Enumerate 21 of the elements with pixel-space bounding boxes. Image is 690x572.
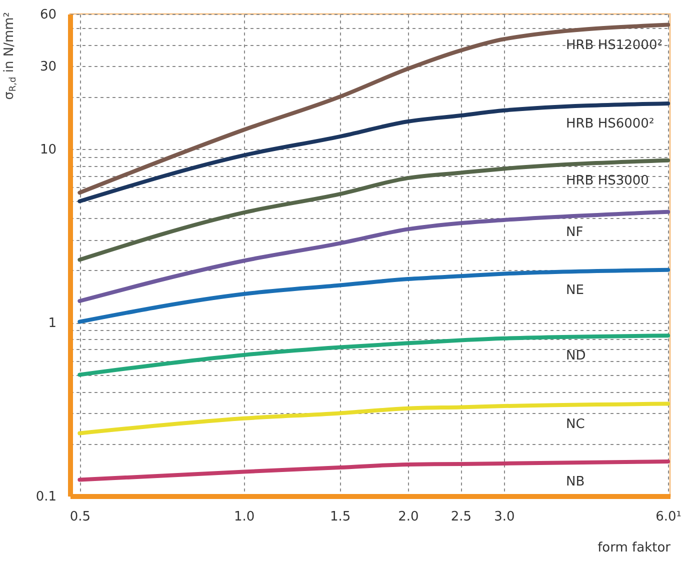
y-tick-label: 1 (48, 316, 56, 332)
series-label: ND (566, 348, 586, 364)
series-label: HRB HS6000² (566, 116, 654, 132)
series-label: NB (566, 474, 585, 490)
series-label: NC (566, 416, 585, 432)
y-tick-label: 10 (40, 142, 56, 158)
x-tick-label: 1.5 (330, 510, 351, 524)
series-label: HRB HS12000² (566, 38, 662, 53)
y-tick-label: 60 (40, 8, 56, 22)
x-axis-title: form faktor (598, 540, 672, 556)
x-tick-label: 1.0 (234, 510, 255, 524)
x-tick-label: 0.5 (70, 510, 91, 524)
series-label: NE (566, 282, 584, 298)
y-tick-label: 30 (40, 60, 56, 75)
x-tick-label: 2.5 (450, 510, 472, 524)
series-label: HRB HS3000 (566, 173, 649, 188)
x-tick-label: 3.0 (494, 510, 515, 524)
x-tick-label: 2.0 (398, 510, 419, 524)
x-tick-label: 6.0¹ (656, 510, 682, 524)
y-tick-label: 0.1 (36, 490, 56, 504)
series-label: NF (566, 224, 584, 240)
